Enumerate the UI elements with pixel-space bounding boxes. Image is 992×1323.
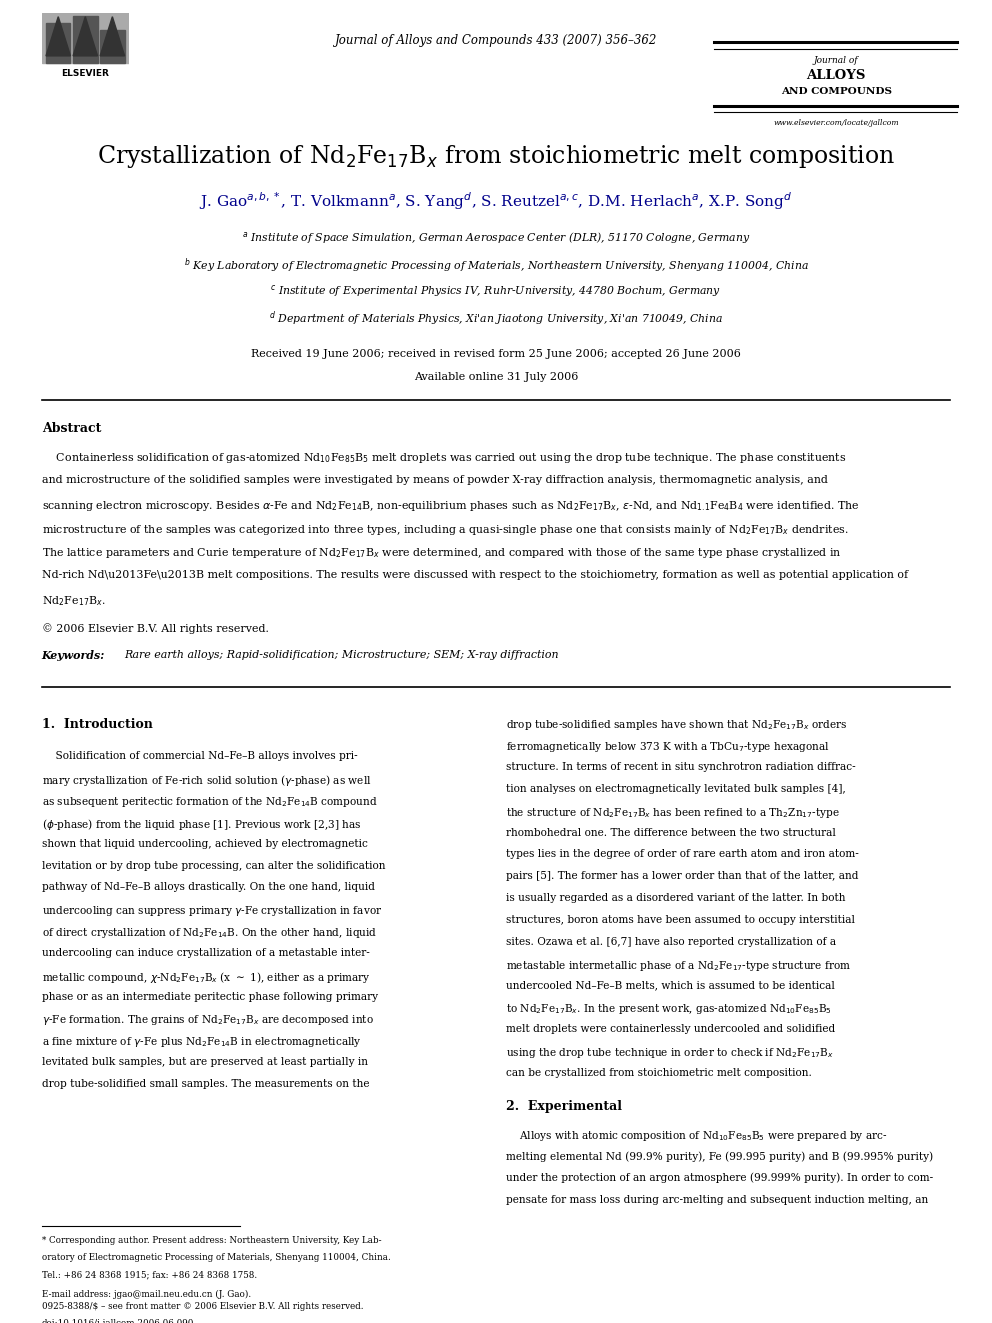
Text: ($\phi$-phase) from the liquid phase [1]. Previous work [2,3] has: ($\phi$-phase) from the liquid phase [1]…: [42, 818, 361, 832]
Text: undercooled Nd–Fe–B melts, which is assumed to be identical: undercooled Nd–Fe–B melts, which is assu…: [506, 980, 835, 991]
Polygon shape: [100, 17, 125, 56]
Text: pathway of Nd–Fe–B alloys drastically. On the one hand, liquid: pathway of Nd–Fe–B alloys drastically. O…: [42, 882, 375, 893]
Text: J. Gao$^{a,b,*}$, T. Volkmann$^{a}$, S. Yang$^{d}$, S. Reutzel$^{a,c}$, D.M. Her: J. Gao$^{a,b,*}$, T. Volkmann$^{a}$, S. …: [199, 191, 793, 212]
Bar: [100, 29, 125, 62]
Text: tion analyses on electromagnetically levitated bulk samples [4],: tion analyses on electromagnetically lev…: [506, 785, 845, 794]
Text: 1.  Introduction: 1. Introduction: [42, 718, 153, 732]
Text: * Corresponding author. Present address: Northeastern University, Key Lab-: * Corresponding author. Present address:…: [42, 1236, 381, 1245]
Text: and microstructure of the solidified samples were investigated by means of powde: and microstructure of the solidified sam…: [42, 475, 827, 486]
Bar: [73, 16, 97, 62]
Text: $^{a}$ Institute of Space Simulation, German Aerospace Center (DLR), 51170 Colog: $^{a}$ Institute of Space Simulation, Ge…: [242, 230, 750, 246]
Text: $^{d}$ Department of Materials Physics, Xi'an Jiaotong University, Xi'an 710049,: $^{d}$ Department of Materials Physics, …: [269, 310, 723, 328]
Text: www.elsevier.com/locate/jallcom: www.elsevier.com/locate/jallcom: [774, 119, 899, 127]
Text: 0925-8388/$ – see front matter © 2006 Elsevier B.V. All rights reserved.: 0925-8388/$ – see front matter © 2006 El…: [42, 1302, 363, 1311]
Text: as subsequent peritectic formation of the Nd$_2$Fe$_{14}$B compound: as subsequent peritectic formation of th…: [42, 795, 378, 810]
Text: The lattice parameters and Curie temperature of Nd$_2$Fe$_{17}$B$_x$ were determ: The lattice parameters and Curie tempera…: [42, 546, 841, 561]
Text: Nd$_2$Fe$_{17}$B$_x$.: Nd$_2$Fe$_{17}$B$_x$.: [42, 594, 105, 607]
Text: Solidification of commercial Nd–Fe–B alloys involves pri-: Solidification of commercial Nd–Fe–B all…: [42, 751, 357, 762]
Text: metallic compound, $\chi$-Nd$_2$Fe$_{17}$B$_x$ (x $\sim$ 1), either as a primary: metallic compound, $\chi$-Nd$_2$Fe$_{17}…: [42, 970, 371, 984]
Text: can be crystallized from stoichiometric melt composition.: can be crystallized from stoichiometric …: [506, 1068, 811, 1078]
Text: types lies in the degree of order of rare earth atom and iron atom-: types lies in the degree of order of rar…: [506, 849, 859, 860]
Text: melt droplets were containerlessly undercooled and solidified: melt droplets were containerlessly under…: [506, 1024, 835, 1035]
Text: to Nd$_2$Fe$_{17}$B$_x$. In the present work, gas-atomized Nd$_{10}$Fe$_{85}$B$_: to Nd$_2$Fe$_{17}$B$_x$. In the present …: [506, 1003, 832, 1016]
Text: Alloys with atomic composition of Nd$_{10}$Fe$_{85}$B$_5$ were prepared by arc-: Alloys with atomic composition of Nd$_{1…: [506, 1130, 888, 1143]
Text: AND COMPOUNDS: AND COMPOUNDS: [781, 87, 892, 97]
Text: scanning electron microscopy. Besides $\alpha$-Fe and Nd$_2$Fe$_{14}$B, non-equi: scanning electron microscopy. Besides $\…: [42, 499, 859, 513]
Text: phase or as an intermediate peritectic phase following primary: phase or as an intermediate peritectic p…: [42, 992, 378, 1002]
Text: ferromagnetically below 373 K with a TbCu$_7$-type hexagonal: ferromagnetically below 373 K with a TbC…: [506, 741, 829, 754]
Text: pairs [5]. The former has a lower order than that of the latter, and: pairs [5]. The former has a lower order …: [506, 872, 858, 881]
Text: $^{c}$ Institute of Experimental Physics IV, Ruhr-University, 44780 Bochum, Germ: $^{c}$ Institute of Experimental Physics…: [271, 283, 721, 299]
Text: Journal of Alloys and Compounds 433 (2007) 356–362: Journal of Alloys and Compounds 433 (200…: [335, 34, 657, 48]
Text: doi:10.1016/j.jallcom.2006.06.090: doi:10.1016/j.jallcom.2006.06.090: [42, 1319, 194, 1323]
Text: $\gamma$-Fe formation. The grains of Nd$_2$Fe$_{17}$B$_x$ are decomposed into: $\gamma$-Fe formation. The grains of Nd$…: [42, 1013, 374, 1028]
Text: 2.  Experimental: 2. Experimental: [506, 1101, 622, 1113]
Text: the structure of Nd$_2$Fe$_{17}$B$_x$ has been refined to a Th$_2$Zn$_{17}$-type: the structure of Nd$_2$Fe$_{17}$B$_x$ ha…: [506, 806, 839, 820]
Text: drop tube-solidified small samples. The measurements on the: drop tube-solidified small samples. The …: [42, 1080, 369, 1089]
Text: levitated bulk samples, but are preserved at least partially in: levitated bulk samples, but are preserve…: [42, 1057, 368, 1068]
Text: undercooling can induce crystallization of a metastable inter-: undercooling can induce crystallization …: [42, 949, 369, 958]
Text: under the protection of an argon atmosphere (99.999% purity). In order to com-: under the protection of an argon atmosph…: [506, 1174, 933, 1183]
Text: undercooling can suppress primary $\gamma$-Fe crystallization in favor: undercooling can suppress primary $\gamm…: [42, 905, 382, 918]
Text: structure. In terms of recent in situ synchrotron radiation diffrac-: structure. In terms of recent in situ sy…: [506, 762, 855, 773]
Text: melting elemental Nd (99.9% purity), Fe (99.995 purity) and B (99.995% purity): melting elemental Nd (99.9% purity), Fe …: [506, 1151, 933, 1162]
Text: $^{b}$ Key Laboratory of Electromagnetic Processing of Materials, Northeastern U: $^{b}$ Key Laboratory of Electromagnetic…: [184, 257, 808, 275]
Text: Rare earth alloys; Rapid-solidification; Microstructure; SEM; X-ray diffraction: Rare earth alloys; Rapid-solidification;…: [124, 650, 558, 660]
Text: rhombohedral one. The difference between the two structural: rhombohedral one. The difference between…: [506, 828, 836, 837]
Text: shown that liquid undercooling, achieved by electromagnetic: shown that liquid undercooling, achieved…: [42, 839, 368, 849]
Text: Journal of: Journal of: [814, 56, 858, 65]
Text: oratory of Electromagnetic Processing of Materials, Shenyang 110004, China.: oratory of Electromagnetic Processing of…: [42, 1253, 391, 1262]
Text: using the drop tube technique in order to check if Nd$_2$Fe$_{17}$B$_x$: using the drop tube technique in order t…: [506, 1046, 834, 1060]
Text: ELSEVIER: ELSEVIER: [62, 69, 109, 78]
Text: Available online 31 July 2006: Available online 31 July 2006: [414, 372, 578, 382]
Bar: [46, 22, 70, 62]
Text: Containerless solidification of gas-atomized Nd$_{10}$Fe$_{85}$B$_5$ melt drople: Containerless solidification of gas-atom…: [42, 451, 846, 466]
Text: a fine mixture of $\gamma$-Fe plus Nd$_2$Fe$_{14}$B in electromagnetically: a fine mixture of $\gamma$-Fe plus Nd$_2…: [42, 1036, 362, 1049]
Text: microstructure of the samples was categorized into three types, including a quas: microstructure of the samples was catego…: [42, 523, 848, 537]
Text: metastable intermetallic phase of a Nd$_2$Fe$_{17}$-type structure from: metastable intermetallic phase of a Nd$_…: [506, 959, 851, 972]
Bar: [42, 13, 129, 62]
Text: © 2006 Elsevier B.V. All rights reserved.: © 2006 Elsevier B.V. All rights reserved…: [42, 623, 269, 634]
Text: pensate for mass loss during arc-melting and subsequent induction melting, an: pensate for mass loss during arc-melting…: [506, 1195, 929, 1205]
Text: of direct crystallization of Nd$_2$Fe$_{14}$B. On the other hand, liquid: of direct crystallization of Nd$_2$Fe$_{…: [42, 926, 377, 941]
Text: mary crystallization of Fe-rich solid solution ($\gamma$-phase) as well: mary crystallization of Fe-rich solid so…: [42, 774, 371, 789]
Text: is usually regarded as a disordered variant of the latter. In both: is usually regarded as a disordered vari…: [506, 893, 845, 904]
Text: structures, boron atoms have been assumed to occupy interstitial: structures, boron atoms have been assume…: [506, 916, 855, 925]
Text: Crystallization of Nd$_2$Fe$_{17}$B$_x$ from stoichiometric melt composition: Crystallization of Nd$_2$Fe$_{17}$B$_x$ …: [97, 143, 895, 169]
Text: E-mail address: jgao@mail.neu.edu.cn (J. Gao).: E-mail address: jgao@mail.neu.edu.cn (J.…: [42, 1290, 251, 1299]
Text: Keywords:: Keywords:: [42, 650, 105, 660]
Text: sites. Ozawa et al. [6,7] have also reported crystallization of a: sites. Ozawa et al. [6,7] have also repo…: [506, 937, 836, 947]
Polygon shape: [46, 17, 70, 56]
Text: Tel.: +86 24 8368 1915; fax: +86 24 8368 1758.: Tel.: +86 24 8368 1915; fax: +86 24 8368…: [42, 1270, 257, 1279]
Text: ALLOYS: ALLOYS: [806, 69, 866, 82]
Text: levitation or by drop tube processing, can alter the solidification: levitation or by drop tube processing, c…: [42, 861, 385, 871]
Polygon shape: [73, 17, 97, 56]
Text: drop tube-solidified samples have shown that Nd$_2$Fe$_{17}$B$_x$ orders: drop tube-solidified samples have shown …: [506, 718, 847, 733]
Text: Abstract: Abstract: [42, 422, 101, 435]
Text: Received 19 June 2006; received in revised form 25 June 2006; accepted 26 June 2: Received 19 June 2006; received in revis…: [251, 349, 741, 360]
Text: Nd-rich Nd\u2013Fe\u2013B melt compositions. The results were discussed with res: Nd-rich Nd\u2013Fe\u2013B melt compositi…: [42, 570, 908, 581]
